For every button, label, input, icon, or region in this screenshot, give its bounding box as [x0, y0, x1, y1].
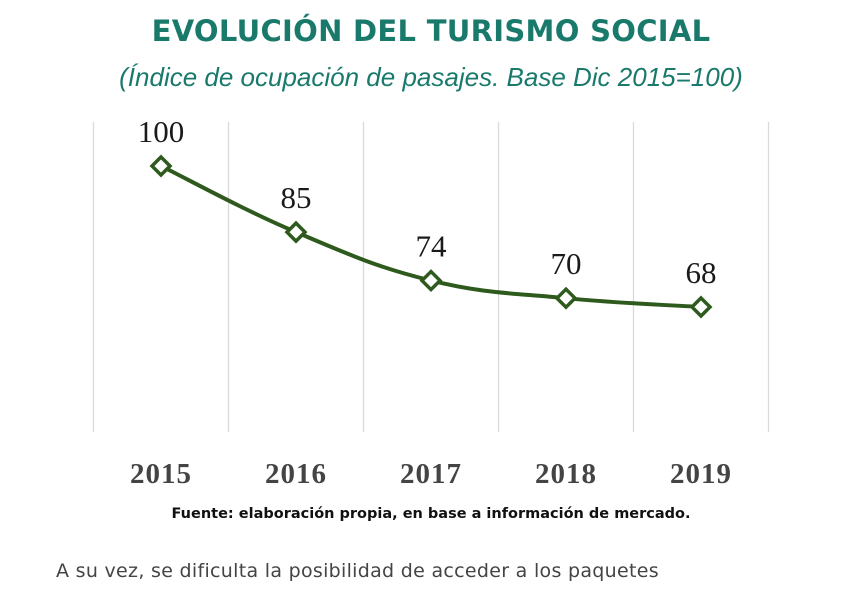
data-point-marker — [419, 269, 443, 293]
data-label: 85 — [281, 180, 312, 215]
data-label: 100 — [138, 114, 185, 149]
x-tick-label: 2016 — [265, 458, 327, 490]
data-point-marker — [149, 154, 173, 178]
data-point-marker — [689, 295, 713, 319]
x-tick-label: 2018 — [535, 458, 597, 490]
data-label: 68 — [686, 255, 717, 290]
data-point-marker — [284, 220, 308, 244]
chart-title: EVOLUCIÓN DEL TURISMO SOCIAL — [151, 14, 711, 48]
chart-subtitle: (Índice de ocupación de pasajes. Base Di… — [119, 62, 743, 92]
data-label: 74 — [416, 229, 448, 264]
x-tick-label: 2019 — [670, 458, 732, 490]
source-note: Fuente: elaboración propia, en base a in… — [171, 506, 691, 522]
x-tick-label: 2017 — [400, 458, 462, 490]
body-paragraph: A su vez, se dificulta la posibilidad de… — [56, 560, 659, 582]
line-chart: 100 85 74 70 68 2015 2016 2017 2018 2019 — [92, 114, 770, 490]
x-tick-label: 2015 — [130, 458, 192, 490]
data-label: 70 — [551, 246, 582, 281]
data-point-marker — [554, 286, 578, 310]
